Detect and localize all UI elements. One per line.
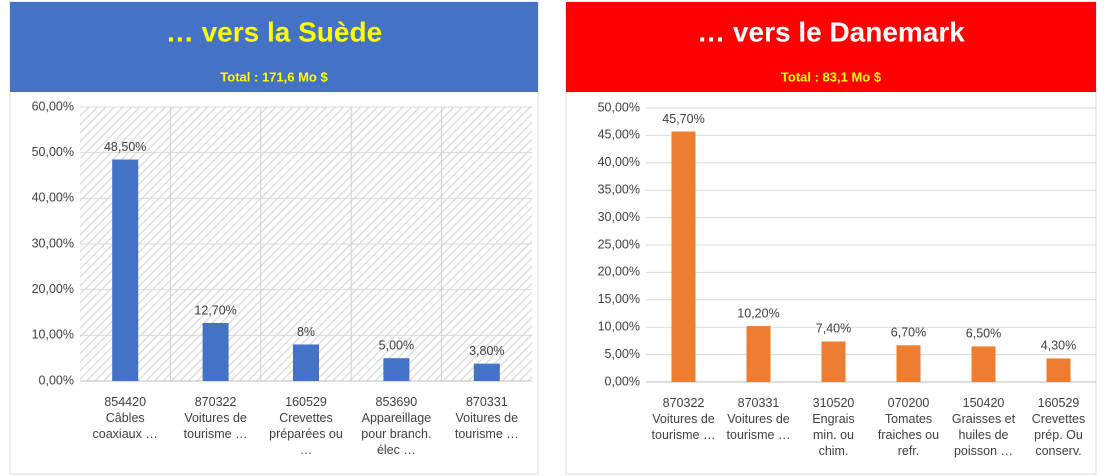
x-tick-label: 870331 Voitures de tourisme …	[455, 395, 519, 441]
bar	[971, 346, 996, 382]
data-label: 3,80%	[469, 344, 504, 358]
y-tick-label: 35,00%	[598, 182, 640, 196]
data-label: 10,20%	[737, 306, 779, 320]
data-label: 8%	[297, 325, 315, 339]
y-tick-label: 20,00%	[32, 282, 74, 296]
x-tick-label: 310520 Engrais min. ou chim.	[812, 396, 854, 458]
x-tick-label: 870331 Voitures de tourisme …	[727, 396, 791, 442]
bar	[671, 131, 696, 382]
bar	[202, 323, 229, 381]
x-tick-label: 870322 Voitures de tourisme …	[652, 396, 716, 442]
y-tick-label: 20,00%	[598, 265, 640, 279]
x-tick-label: 160529 Crevettes prép. Ou conserv.	[1032, 396, 1086, 458]
x-tick-label: 070200 Tomates fraiches ou refr.	[878, 396, 939, 458]
y-tick-label: 5,00%	[605, 347, 640, 361]
data-label: 12,70%	[194, 303, 236, 317]
chart-subtitle: Total : 171,6 Mo $	[220, 69, 328, 84]
bar	[896, 345, 921, 382]
bar	[1046, 358, 1071, 382]
y-tick-label: 50,00%	[32, 145, 74, 159]
x-tick-label: 870322 Voitures de tourisme …	[184, 395, 248, 441]
y-tick-label: 30,00%	[598, 210, 640, 224]
header	[10, 2, 538, 92]
x-tick-label: 853690 Appareillage pour branch. élec …	[361, 395, 431, 457]
data-label: 7,40%	[816, 322, 851, 336]
header	[566, 2, 1096, 92]
bar	[293, 344, 319, 381]
x-tick-label: 854420 Câbles coaxiaux …	[93, 395, 158, 441]
y-tick-label: 60,00%	[32, 99, 74, 113]
y-tick-label: 40,00%	[32, 191, 74, 205]
x-tick-label: 160529 Crevettes préparées ou…	[269, 395, 343, 457]
bar	[821, 341, 846, 382]
y-tick-label: 0,00%	[39, 373, 74, 387]
y-tick-label: 30,00%	[32, 236, 74, 250]
data-label: 48,50%	[104, 140, 146, 154]
y-tick-label: 10,00%	[598, 319, 640, 333]
data-label: 6,50%	[966, 327, 1001, 341]
chart-subtitle: Total : 83,1 Mo $	[781, 69, 882, 84]
bar	[112, 159, 139, 381]
y-tick-label: 40,00%	[598, 155, 640, 169]
y-tick-label: 10,00%	[32, 328, 74, 342]
y-tick-label: 25,00%	[598, 237, 640, 251]
bar	[383, 358, 410, 381]
chart-title: … vers la Suède	[166, 16, 382, 47]
bar	[473, 363, 500, 381]
data-label: 45,70%	[662, 112, 704, 126]
y-tick-label: 50,00%	[598, 100, 640, 114]
x-tick-label: 150420 Graisses et huiles de poisson …	[952, 396, 1016, 458]
bar	[746, 326, 771, 382]
chart-title: … vers le Danemark	[697, 16, 965, 47]
y-tick-label: 0,00%	[605, 374, 640, 388]
data-label: 4,30%	[1041, 339, 1076, 353]
data-label: 6,70%	[891, 326, 926, 340]
y-tick-label: 45,00%	[598, 128, 640, 142]
data-label: 5,00%	[379, 338, 414, 352]
y-tick-label: 15,00%	[598, 292, 640, 306]
